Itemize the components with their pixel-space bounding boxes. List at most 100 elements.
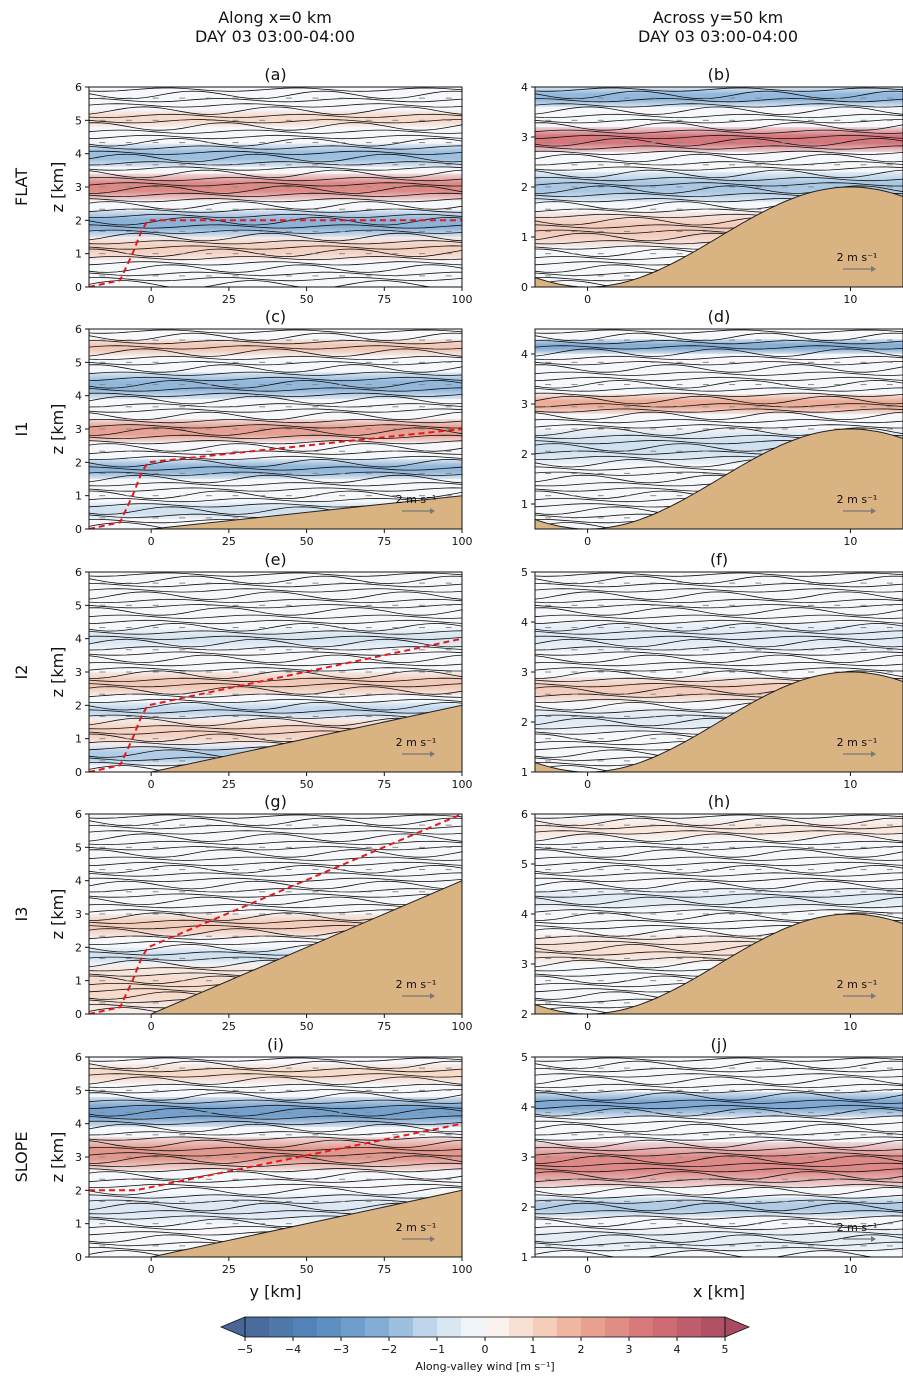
contour-line	[535, 340, 903, 345]
contour-line	[535, 1215, 903, 1220]
contour-line	[89, 572, 462, 577]
contour-line	[89, 1115, 462, 1120]
column-title-along-line2: DAY 03 03:00-04:00	[194, 27, 356, 46]
contour-line	[89, 497, 462, 503]
contour-line	[89, 98, 462, 103]
y-tick-label: 3	[521, 666, 528, 679]
contour-line	[89, 361, 462, 366]
y-axis-label: z [km]	[48, 404, 67, 455]
y-tick-label: 3	[75, 908, 82, 921]
contour-line	[535, 90, 903, 100]
contour-line	[535, 371, 903, 376]
x-tick-label: 0	[148, 1020, 155, 1033]
panel-j: 2 m s⁻¹ (j) 1 2 3 4 5 0 10 x [km]	[521, 1035, 903, 1301]
column-title-across-line2: DAY 03 03:00-04:00	[637, 27, 799, 46]
contour-line	[535, 113, 903, 119]
contour-line	[89, 861, 462, 867]
contour-line	[89, 103, 462, 108]
contour-line	[89, 830, 462, 835]
contour-line	[535, 1210, 903, 1215]
y-tick-label: 2	[521, 181, 528, 194]
contour-line	[89, 229, 462, 234]
scale-arrow-head	[430, 993, 435, 999]
contour-line	[89, 654, 462, 664]
y-tick-label: 2	[521, 448, 528, 461]
contour-line	[89, 646, 462, 651]
contour-line	[89, 411, 462, 421]
y-tick-label: 6	[521, 808, 528, 821]
contour-line	[89, 1183, 462, 1189]
contour-line	[535, 651, 903, 656]
contour-line	[89, 896, 462, 906]
dashed-boundary-line	[89, 428, 462, 529]
x-tick-label: 0	[584, 1263, 591, 1276]
y-tick-label: 4	[75, 875, 82, 888]
contour-line	[89, 677, 462, 683]
contour-line	[89, 198, 462, 203]
x-tick-label: 50	[300, 293, 314, 306]
panel-e: 2 m s⁻¹ (e) 0 1 2 3 4 5 6 0 25 50 75 100 z [km]	[48, 550, 473, 791]
colorbar-segment	[245, 1317, 270, 1337]
contour-line	[89, 443, 462, 452]
contour-line	[535, 1183, 903, 1189]
contour-line	[89, 440, 462, 445]
colorbar-segment	[629, 1317, 654, 1337]
wind-band	[535, 1197, 903, 1217]
y-tick-label: 0	[521, 281, 528, 294]
scale-arrow-head	[871, 751, 876, 757]
y-tick-label: 6	[75, 323, 82, 336]
dashed-boundary-line	[89, 814, 462, 1014]
panel-title: (i)	[267, 1035, 284, 1054]
y-tick-label: 2	[75, 214, 82, 227]
contour-line	[89, 137, 462, 147]
column-title-across: Across y=50 km DAY 03 03:00-04:00	[568, 8, 868, 46]
contour-line	[89, 329, 462, 334]
contour-line	[535, 106, 903, 115]
y-tick-label: 5	[521, 566, 528, 579]
contour-line	[89, 817, 462, 827]
contour-line	[89, 271, 462, 276]
contour-line	[89, 630, 462, 635]
y-tick-label: 1	[75, 248, 82, 261]
y-tick-label: 0	[75, 1251, 82, 1264]
colorbar-segment	[509, 1317, 534, 1337]
contour-line	[535, 856, 903, 861]
contour-line	[89, 1139, 462, 1149]
contour-line	[535, 153, 903, 163]
y-tick-label: 3	[521, 1151, 528, 1164]
x-tick-label: 25	[222, 293, 236, 306]
y-tick-label: 1	[521, 1251, 528, 1264]
contour-line	[89, 161, 462, 166]
colorbar-segment	[389, 1317, 414, 1337]
contour-line	[89, 248, 462, 258]
contour-line	[89, 849, 462, 858]
x-tick-label: 0	[584, 778, 591, 791]
scale-arrow-head	[871, 1236, 876, 1242]
y-axis-label: z [km]	[48, 1132, 67, 1183]
contour-line	[89, 888, 462, 893]
x-tick-label: 75	[377, 293, 391, 306]
colorbar-tick-label: 1	[530, 1343, 537, 1356]
colorbar-segment	[293, 1317, 318, 1337]
x-tick-label: 10	[843, 1263, 857, 1276]
contour-line	[535, 877, 903, 882]
terrain	[89, 704, 462, 772]
x-tick-label: 75	[377, 1263, 391, 1276]
colorbar-tick-label: −5	[237, 1343, 253, 1356]
y-tick-label: 5	[75, 356, 82, 369]
contour-line	[535, 137, 903, 147]
contour-line	[89, 201, 462, 210]
colorbar-segment	[653, 1317, 678, 1337]
contour-line	[535, 329, 903, 334]
colorbar: −5 −4 −3 −2 −1 0 1 2 3 4 5 Along-valley wind [m s⁻¹…	[219, 1316, 751, 1373]
y-tick-label: 1	[75, 1218, 82, 1231]
contour-line	[89, 387, 462, 392]
colorbar-tick-label: −1	[429, 1343, 445, 1356]
panel-title: (b)	[708, 65, 731, 84]
y-tick-label: 4	[75, 633, 82, 646]
colorbar-tick-label: −3	[333, 1343, 349, 1356]
contour-line	[89, 1060, 462, 1070]
contour-line	[535, 654, 903, 664]
contour-line	[89, 403, 462, 408]
